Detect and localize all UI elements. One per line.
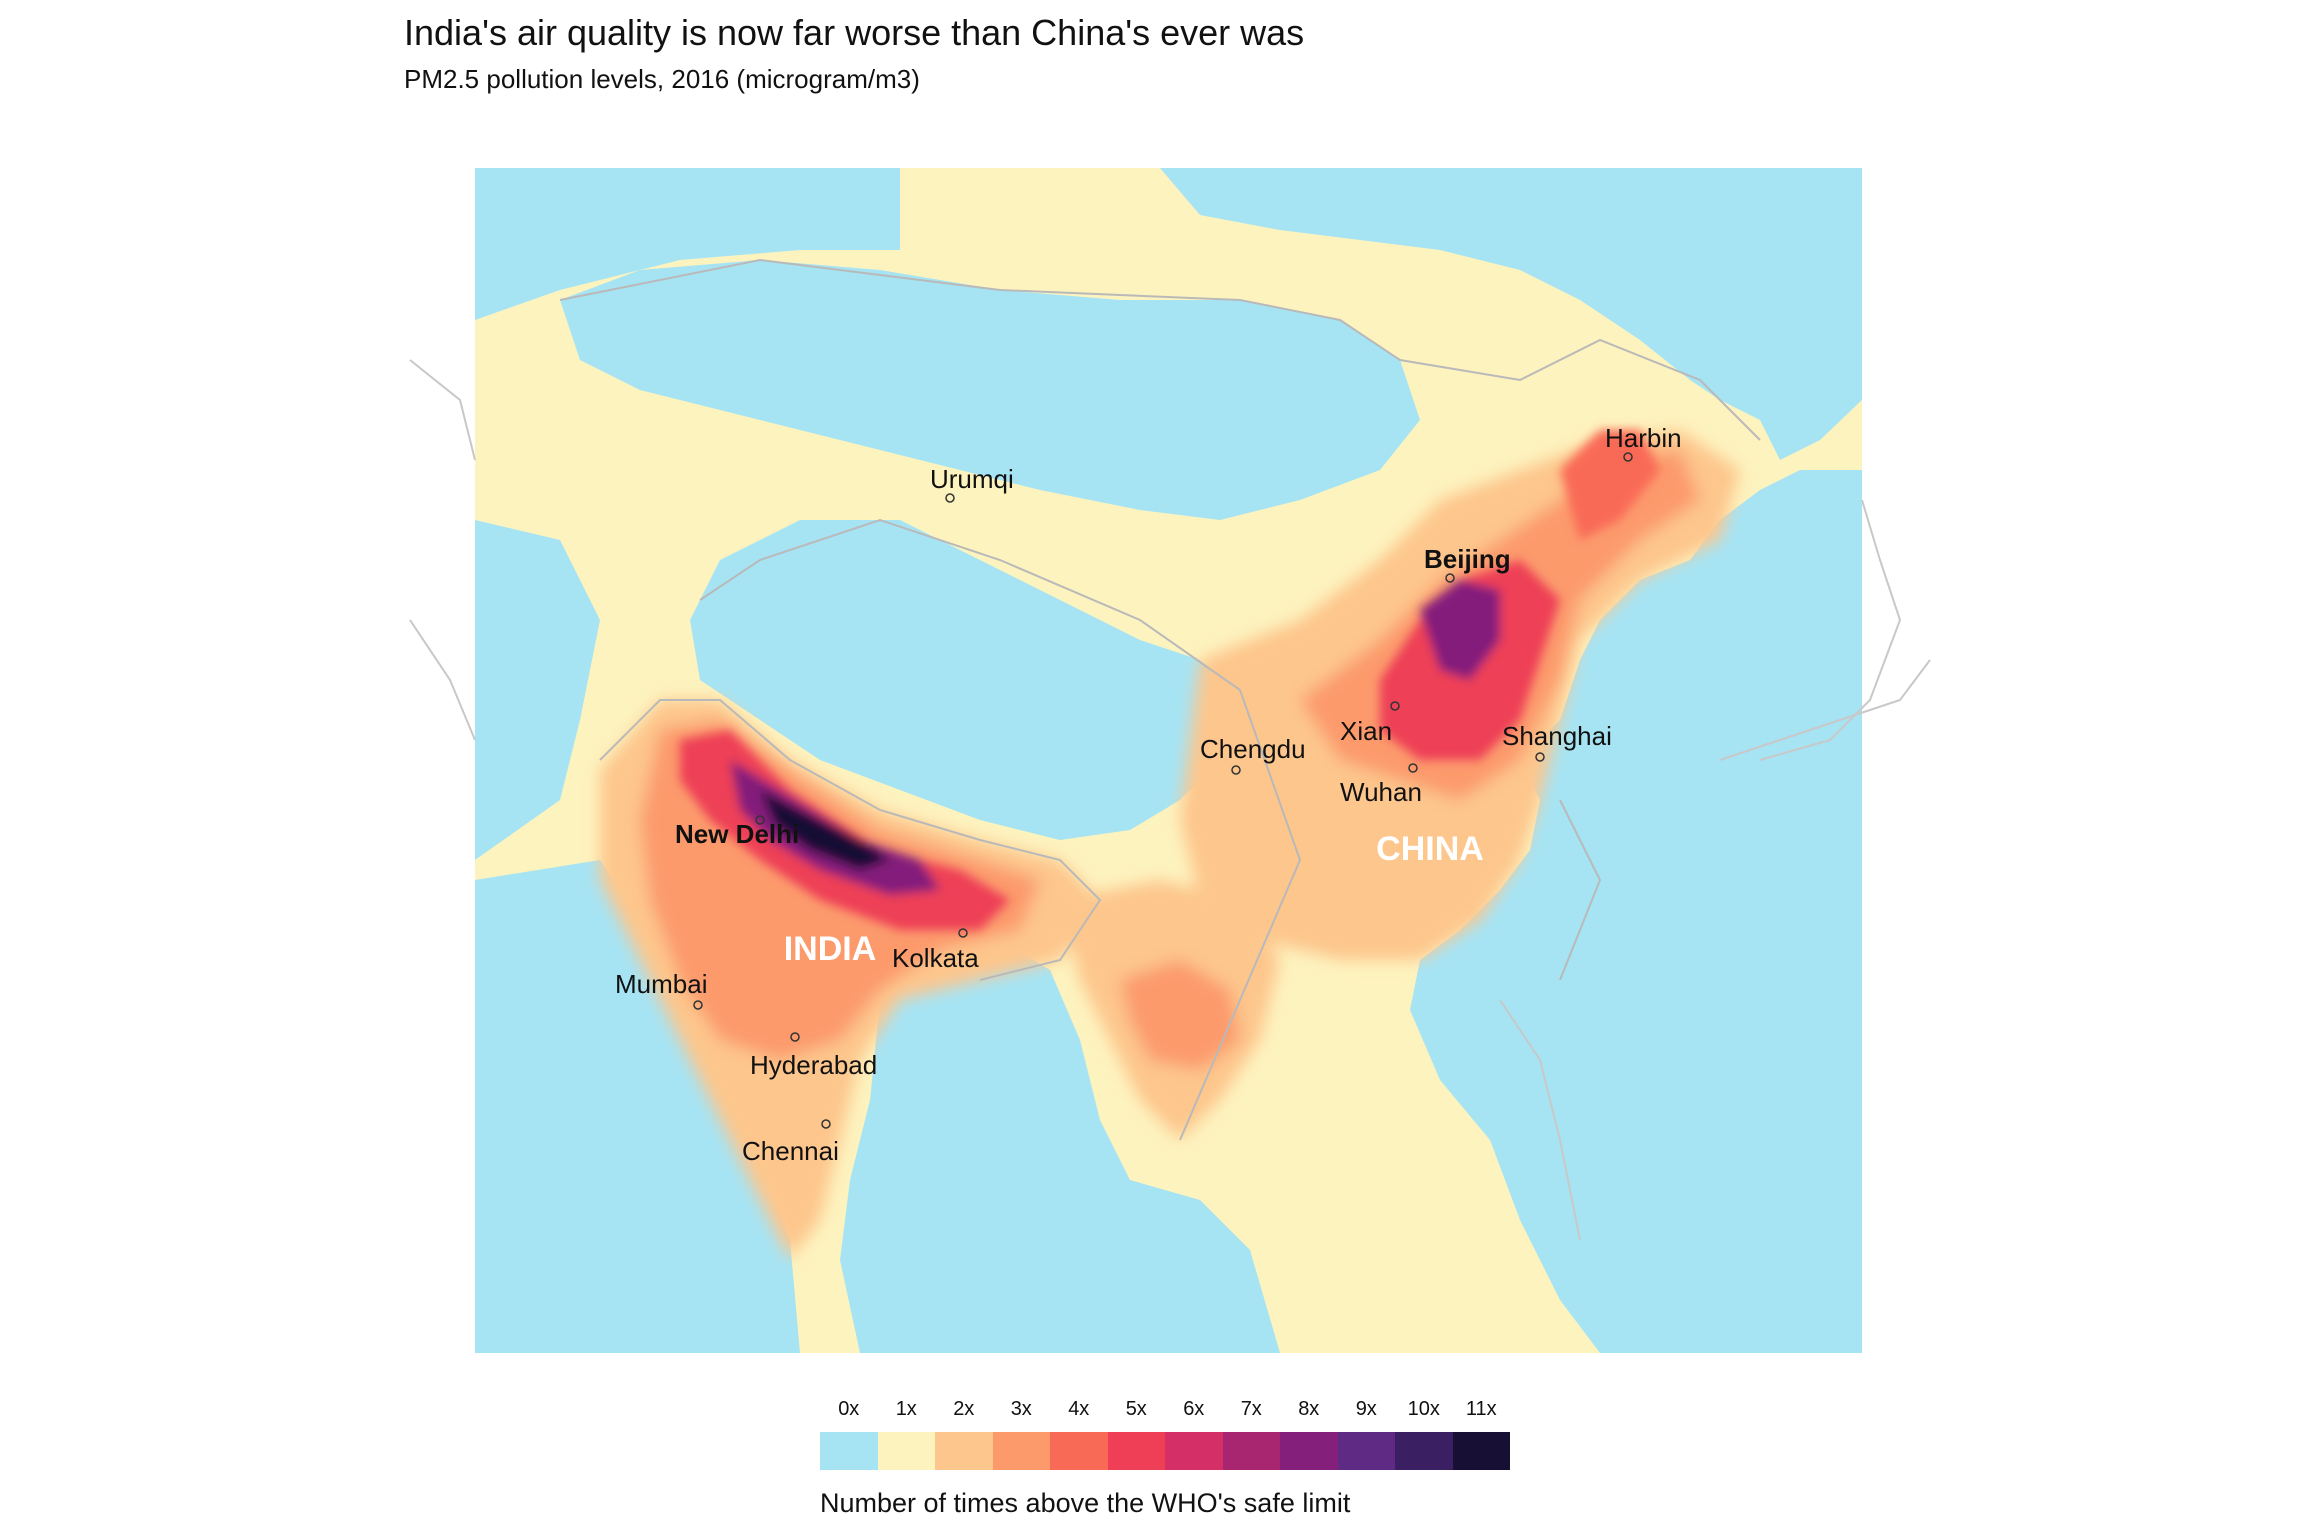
sea-area-east	[1410, 470, 1862, 1353]
city-marker-hyderabad	[790, 1032, 800, 1042]
legend-label: 4x	[1068, 1398, 1090, 1420]
pollution-zone-3x-myanmar	[1120, 960, 1240, 1070]
pollution-zone-5x-northeast	[1560, 430, 1660, 540]
city-marker-shanghai	[1535, 752, 1545, 762]
map-subtitle: PM2.5 pollution levels, 2016 (microgram/…	[404, 64, 920, 94]
legend-label: 1x	[895, 1398, 917, 1420]
legend-labels: 0x 1x 2x 3x 4x 5x 6x 7x 8x 9x 10x 11x	[820, 1398, 1510, 1432]
city-label-hyderabad: Hyderabad	[750, 1050, 877, 1080]
legend-swatch	[877, 1432, 935, 1470]
legend-label: 10x	[1407, 1398, 1440, 1420]
city-marker-beijing	[1445, 573, 1455, 583]
city-label-beijing: Beijing	[1424, 544, 1511, 574]
city-label-new-delhi: New Delhi	[675, 819, 799, 849]
arabian-sea	[475, 860, 800, 1353]
legend-swatch	[1107, 1432, 1165, 1470]
legend-swatch	[820, 1432, 878, 1470]
legend-swatch	[1452, 1432, 1510, 1470]
legend-label: 7x	[1240, 1398, 1262, 1420]
legend-label: 9x	[1355, 1398, 1377, 1420]
city-marker-chengdu	[1231, 765, 1241, 775]
city-marker-xian	[1390, 701, 1400, 711]
clean-area-west	[475, 520, 600, 860]
pollution-zone-8x-china	[1420, 580, 1500, 680]
legend-label: 8x	[1298, 1398, 1320, 1420]
bay-of-bengal	[840, 940, 1280, 1353]
legend-label: 6x	[1183, 1398, 1205, 1420]
city-marker-kolkata	[958, 928, 968, 938]
legend-color-scale	[820, 1432, 1510, 1470]
city-marker-chennai	[821, 1119, 831, 1129]
legend-label: 11x	[1465, 1398, 1497, 1420]
clean-area-kazakhstan	[475, 168, 900, 320]
map-title: India's air quality is now far worse tha…	[404, 12, 1305, 53]
legend-swatch	[1280, 1432, 1338, 1470]
outer-coastlines	[409, 359, 1931, 1241]
city-label-wuhan: Wuhan	[1340, 777, 1422, 807]
legend-swatch	[1222, 1432, 1280, 1470]
city-label-harbin: Harbin	[1605, 423, 1682, 453]
sea-area-north-east	[1160, 168, 1862, 460]
city-marker-urumqi	[945, 493, 955, 503]
legend-label: 0x	[838, 1398, 860, 1420]
legend-label: 5x	[1125, 1398, 1147, 1420]
clean-area-mongolia	[560, 260, 1420, 520]
city-marker-mumbai	[693, 1000, 703, 1010]
clean-area-tibet	[690, 520, 1240, 840]
city-label-mumbai: Mumbai	[615, 969, 707, 999]
city-label-kolkata: Kolkata	[892, 943, 979, 973]
city-label-xian: Xian	[1340, 716, 1392, 746]
country-label-india: INDIA	[784, 930, 877, 968]
city-marker-new-delhi	[755, 815, 765, 825]
legend-label: 3x	[1010, 1398, 1032, 1420]
legend-swatch	[1337, 1432, 1395, 1470]
city-marker-harbin	[1623, 452, 1633, 462]
legend-swatch	[1395, 1432, 1453, 1470]
country-borders	[559, 258, 1761, 1141]
city-label-urumqi: Urumqi	[930, 464, 1014, 494]
legend: 0x 1x 2x 3x 4x 5x 6x 7x 8x 9x 10x 11x	[820, 1398, 1510, 1470]
city-label-shanghai: Shanghai	[1502, 721, 1612, 751]
city-label-chennai: Chennai	[742, 1136, 839, 1166]
city-markers	[693, 452, 1633, 1129]
pollution-zone-11x-india	[760, 790, 890, 870]
legend-swatch	[992, 1432, 1050, 1470]
legend-swatch	[1165, 1432, 1223, 1470]
legend-label: 2x	[953, 1398, 975, 1420]
country-label-china: CHINA	[1376, 830, 1484, 868]
city-marker-wuhan	[1408, 763, 1418, 773]
legend-swatch	[1050, 1432, 1108, 1470]
legend-swatch	[935, 1432, 993, 1470]
city-label-chengdu: Chengdu	[1200, 734, 1306, 764]
legend-caption: Number of times above the WHO's safe lim…	[820, 1488, 1351, 1518]
